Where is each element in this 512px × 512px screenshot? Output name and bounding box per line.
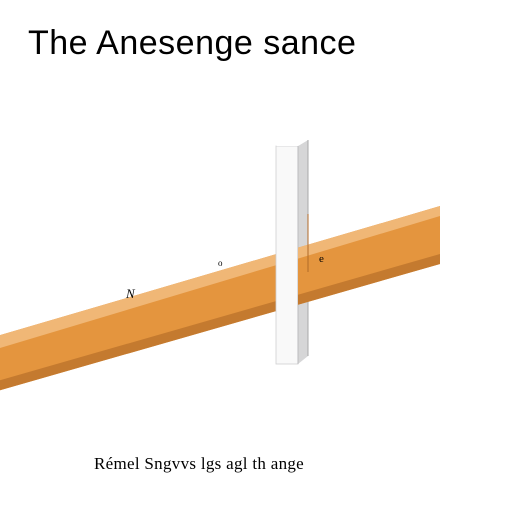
plate-face xyxy=(276,146,298,364)
caption: Rémel Sngvvs lgs agl th ange xyxy=(94,454,304,474)
label-n: N xyxy=(125,286,136,301)
label-e: e xyxy=(319,253,324,265)
page-title: The Anesenge sance xyxy=(28,24,356,63)
label-o: o xyxy=(218,258,223,268)
page: The Anesenge sance xyxy=(0,0,512,512)
diagram-scene: N o e xyxy=(0,66,512,406)
